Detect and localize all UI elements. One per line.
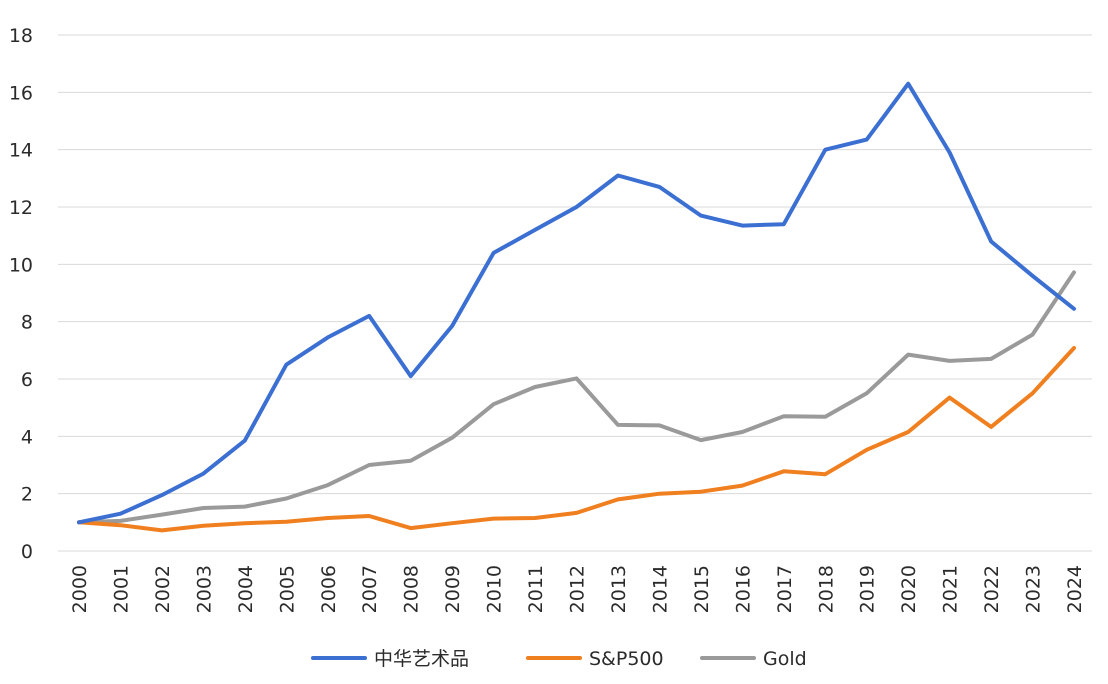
x-tick-label: 2016 [732, 565, 754, 613]
series-line-1 [77, 346, 1076, 533]
x-tick-label: 2017 [774, 565, 796, 613]
y-tick-label: 16 [9, 82, 33, 104]
x-tick-label: 2002 [152, 565, 174, 613]
x-tick-label: 2010 [484, 565, 506, 613]
y-tick-label: 4 [21, 426, 33, 448]
x-tick-label: 2024 [1064, 565, 1086, 613]
x-tick-label: 2001 [110, 565, 132, 613]
x-tick-label: 2005 [276, 565, 298, 613]
x-tick-label: 2006 [318, 565, 340, 613]
x-tick-label: 2021 [940, 565, 962, 613]
y-tick-label: 14 [9, 140, 33, 162]
x-tick-label: 2023 [1023, 565, 1045, 613]
y-axis-ticks: 0 2 4 6 8 10 12 14 16 18 [9, 25, 33, 563]
y-tick-label: 2 [21, 484, 33, 506]
series-lines [77, 81, 1076, 533]
y-tick-label: 8 [21, 312, 33, 334]
x-tick-label: 2012 [567, 565, 589, 613]
x-tick-label: 2008 [401, 565, 423, 613]
x-tick-label: 2000 [69, 565, 91, 613]
series-line-0 [77, 81, 1076, 525]
y-tick-label: 18 [9, 25, 33, 47]
x-tick-label: 2020 [898, 565, 920, 613]
x-axis-ticks: 2000 2001 2002 2003 2004 2005 2006 2007 2008 2009… [69, 565, 1086, 613]
x-tick-label: 2011 [525, 565, 547, 613]
gridlines [58, 34, 1092, 552]
legend-label: Gold [763, 648, 807, 670]
x-tick-label: 2015 [691, 565, 713, 613]
legend-label: S&P500 [589, 648, 664, 670]
series-line-2 [77, 270, 1076, 525]
x-tick-label: 2019 [857, 565, 879, 613]
y-tick-label: 6 [21, 369, 33, 391]
x-tick-label: 2009 [442, 565, 464, 613]
x-tick-label: 2018 [815, 565, 837, 613]
y-tick-label: 12 [9, 197, 33, 219]
legend: 中华艺术品 S&P500 Gold [311, 648, 807, 670]
x-tick-label: 2022 [981, 565, 1003, 613]
x-tick-label: 2013 [608, 565, 630, 613]
y-tick-label: 0 [21, 541, 33, 563]
legend-label: 中华艺术品 [374, 648, 469, 670]
x-tick-label: 2007 [359, 565, 381, 613]
y-tick-label: 10 [9, 254, 33, 276]
x-tick-label: 2003 [193, 565, 215, 613]
x-tick-label: 2014 [649, 565, 671, 613]
x-tick-label: 2004 [235, 565, 257, 613]
